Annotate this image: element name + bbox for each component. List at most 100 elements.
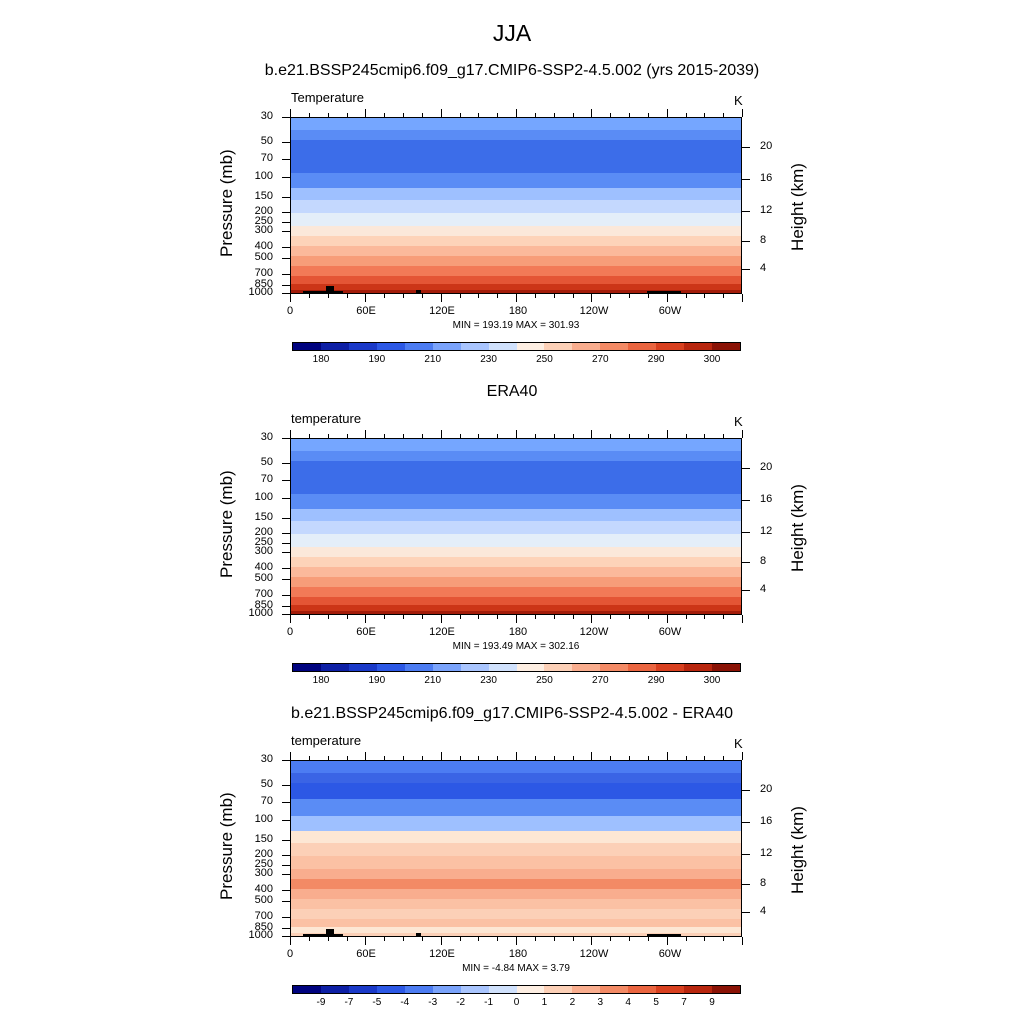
contour-band (291, 188, 741, 200)
lon-tick-top (591, 430, 593, 438)
lon-tick-bottom (346, 294, 348, 298)
lon-tick-top (534, 113, 536, 117)
lon-tick-bottom (440, 294, 442, 302)
lon-tick-bottom (629, 937, 630, 941)
lon-tick-bottom (742, 615, 743, 623)
lon-tick-bottom (478, 615, 480, 619)
lon-tick-label: 60E (356, 626, 376, 638)
contour-band (291, 597, 741, 605)
height-tick-label: 20 (760, 783, 773, 795)
contour-band (291, 557, 741, 567)
lon-tick-bottom (666, 615, 668, 623)
lon-tick-top (553, 113, 555, 117)
lon-tick-bottom (591, 937, 593, 945)
lon-tick-bottom (553, 937, 555, 941)
lon-tick-top (327, 113, 329, 117)
contour-band (291, 843, 741, 856)
height-tick-label: 4 (760, 583, 767, 595)
lon-tick-bottom (384, 615, 386, 619)
height-tick-label: 20 (760, 140, 773, 152)
colorbar-swatch (628, 343, 657, 350)
colorbar-swatch (348, 986, 377, 993)
height-tick (742, 590, 750, 591)
height-tick-label: 20 (760, 461, 773, 473)
lon-tick-bottom (327, 615, 329, 619)
pressure-tick (282, 840, 290, 841)
lon-tick-top (553, 756, 555, 760)
pressure-tick-label: 50 (260, 778, 273, 790)
contour-plot (290, 117, 742, 294)
pressure-tick-label: 100 (254, 813, 273, 825)
lon-tick-bottom (704, 615, 706, 619)
contour-band (291, 256, 741, 266)
colorbar-swatch (684, 343, 713, 350)
terrain-mask (326, 929, 334, 936)
lon-tick-top (742, 430, 743, 438)
lon-tick-bottom (403, 937, 404, 941)
lon-tick-bottom (704, 937, 706, 941)
lon-tick-label: 120E (429, 305, 455, 317)
pressure-tick (282, 802, 290, 803)
pressure-tick (282, 917, 290, 918)
lon-tick-label: 180 (508, 948, 528, 960)
lon-tick-top (440, 430, 442, 438)
contour-band (291, 611, 741, 614)
lon-tick-top (478, 756, 480, 760)
y-axis-left-title: Pressure (mb) (217, 470, 236, 578)
lon-tick-top (290, 752, 291, 760)
colorbar-label: -9 (316, 997, 326, 1008)
lon-tick-top (459, 434, 461, 438)
colorbar-swatch (404, 664, 433, 671)
lon-tick-top (572, 113, 574, 117)
pressure-tick-label: 300 (254, 867, 273, 879)
pressure-tick-label: 200 (254, 205, 273, 217)
lon-tick-bottom (685, 615, 687, 619)
height-tick-label: 16 (760, 172, 773, 184)
pressure-tick (282, 760, 290, 761)
lon-tick-bottom (742, 937, 743, 945)
lon-tick-top (346, 756, 348, 760)
lon-tick-top (629, 113, 630, 117)
terrain-mask (416, 933, 421, 936)
pressure-tick-label: 100 (254, 491, 273, 503)
lon-tick-label: 120E (429, 948, 455, 960)
pressure-tick-label: 700 (254, 267, 273, 279)
pressure-tick-label: 700 (254, 588, 273, 600)
lon-tick-top (440, 752, 442, 760)
contour-band (291, 140, 741, 156)
lon-tick-top (591, 752, 593, 760)
contour-plot (290, 760, 742, 937)
lon-tick-top (572, 434, 574, 438)
colorbar-label: 270 (591, 675, 609, 686)
pressure-tick (282, 543, 290, 544)
lon-tick-top (478, 434, 480, 438)
lon-tick-bottom (290, 615, 291, 623)
lon-tick-bottom (572, 937, 574, 941)
lon-tick-bottom (723, 294, 725, 298)
colorbar-swatch (712, 343, 740, 350)
colorbar-swatch (656, 664, 685, 671)
pressure-tick (282, 117, 290, 118)
colorbar-swatch (488, 343, 517, 350)
pressure-tick-label: 150 (254, 511, 273, 523)
lon-tick-bottom (591, 615, 593, 623)
pressure-tick-label: 300 (254, 224, 273, 236)
pressure-tick (282, 518, 290, 519)
lon-tick-top (459, 113, 461, 117)
lon-tick-top (591, 109, 593, 117)
colorbar-label: 230 (480, 354, 497, 365)
pressure-tick (282, 498, 290, 499)
lon-tick-top (403, 113, 404, 117)
colorbar-label: -4 (400, 997, 410, 1008)
lon-tick-top (723, 434, 725, 438)
pressure-tick (282, 901, 290, 902)
lon-tick-top (497, 113, 499, 117)
pressure-tick-label: 850 (254, 599, 273, 611)
pressure-tick (282, 222, 290, 223)
lon-tick-bottom (421, 615, 423, 619)
lon-tick-top (384, 756, 386, 760)
colorbar-label: -5 (372, 997, 382, 1008)
pressure-tick (282, 874, 290, 875)
lon-tick-top (629, 434, 630, 438)
colorbar-swatch (600, 664, 629, 671)
